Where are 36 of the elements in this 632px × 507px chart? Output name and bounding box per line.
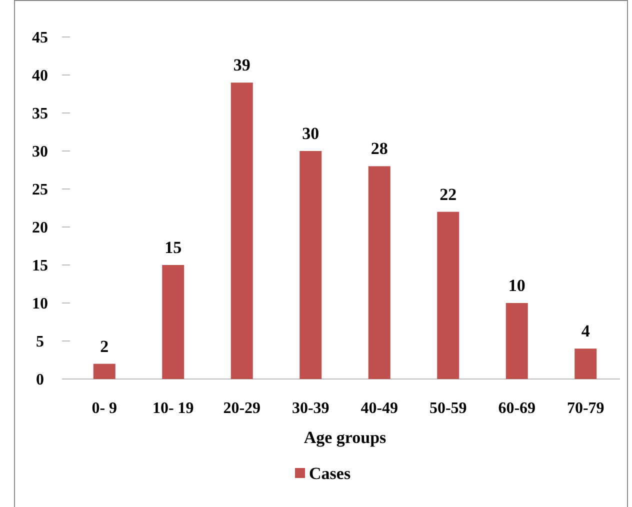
data-label: 28 xyxy=(370,139,388,158)
y-tick-label: 10 xyxy=(32,296,48,313)
y-tick-label: 5 xyxy=(36,334,44,351)
bar xyxy=(300,151,322,379)
y-tick-label: 35 xyxy=(32,106,48,123)
data-label: 15 xyxy=(164,238,182,257)
y-tick-label: 25 xyxy=(32,182,48,199)
y-tick-label: 15 xyxy=(32,258,48,275)
bar xyxy=(574,348,597,379)
data-label: 2 xyxy=(100,336,109,356)
bar xyxy=(230,82,253,379)
bar xyxy=(162,265,184,379)
y-tick-label: 30 xyxy=(32,144,48,161)
x-tick-label: 40-49 xyxy=(360,400,398,417)
x-tick-label: 20-29 xyxy=(223,400,261,417)
x-tick-label: 30-39 xyxy=(292,400,330,417)
y-tick-label: 45 xyxy=(32,30,48,47)
bar xyxy=(506,303,528,379)
data-label: 39 xyxy=(233,56,250,75)
x-tick-label: 50-59 xyxy=(429,400,467,417)
x-axis-title: Age groups xyxy=(304,428,387,447)
y-tick-label: 20 xyxy=(32,220,48,237)
x-tick-label: 60-69 xyxy=(498,400,536,417)
y-tick-label: 0 xyxy=(36,372,44,389)
data-label: 22 xyxy=(440,184,457,204)
x-tick-label: 70-79 xyxy=(566,400,604,417)
x-tick-label: 10- 19 xyxy=(152,400,194,417)
data-label: 4 xyxy=(581,322,590,341)
data-label: 30 xyxy=(302,124,320,143)
data-label: 10 xyxy=(508,276,526,295)
legend-label: Cases xyxy=(309,464,351,483)
x-tick-label: 0- 9 xyxy=(92,400,118,417)
bar xyxy=(437,212,460,379)
y-tick-label: 40 xyxy=(32,68,48,85)
bar xyxy=(93,364,116,379)
bar xyxy=(368,166,390,379)
